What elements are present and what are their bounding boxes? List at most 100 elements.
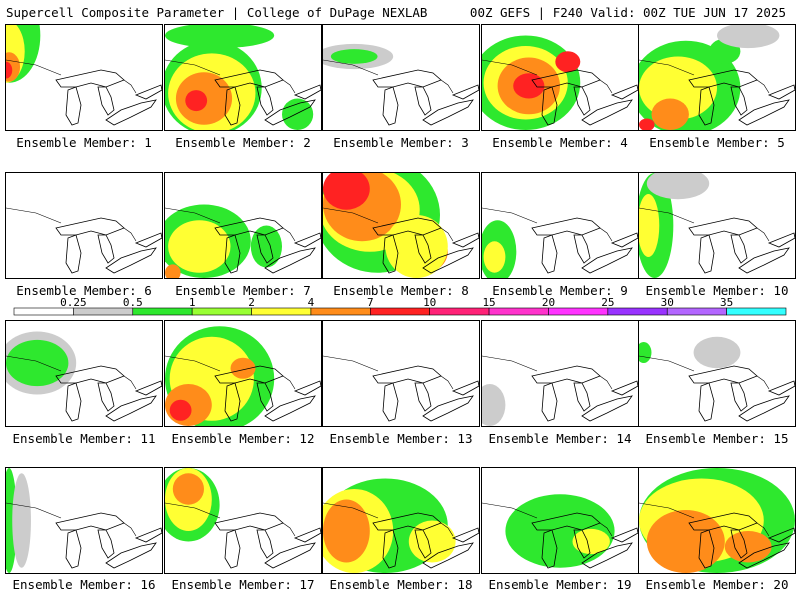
lake-outline <box>688 365 758 384</box>
lake-outline <box>573 234 591 264</box>
ensemble-member-label: Ensemble Member: 3 <box>333 135 469 150</box>
lake-outline <box>738 247 790 274</box>
lake-outline <box>767 84 795 100</box>
colorbar-tick-label: 15 <box>482 296 495 309</box>
lake-outline <box>581 395 633 422</box>
lake-outline <box>414 234 432 264</box>
ensemble-member-label: Ensemble Member: 18 <box>329 577 473 592</box>
scp-contour <box>250 225 282 268</box>
panel-map <box>639 336 795 422</box>
lake-outline <box>55 217 125 236</box>
border-line <box>323 59 454 94</box>
lake-outline <box>134 84 162 100</box>
lake-outline <box>767 527 795 543</box>
panel-map <box>6 468 162 573</box>
lake-outline <box>105 247 157 274</box>
lake-outline <box>256 234 274 264</box>
border-line <box>165 207 296 242</box>
scp-contour <box>408 520 456 563</box>
border-line <box>6 207 137 242</box>
panel-map <box>482 207 638 278</box>
lake-outline <box>531 365 601 384</box>
ensemble-panel <box>481 172 639 279</box>
panel-map <box>6 25 162 126</box>
lake-outline <box>573 86 591 116</box>
lake-outline <box>293 232 321 248</box>
colorbar-swatch <box>548 307 609 316</box>
lake-outline <box>451 232 479 248</box>
lake-outline <box>97 234 115 264</box>
ensemble-member-label: Ensemble Member: 6 <box>16 283 152 298</box>
ensemble-member-label: Ensemble Member: 9 <box>492 283 628 298</box>
lake-outline <box>224 382 241 422</box>
lake-outline <box>422 99 474 126</box>
ensemble-member-label: Ensemble Member: 15 <box>645 431 789 446</box>
ensemble-panel <box>638 467 796 574</box>
lake-outline <box>372 365 442 384</box>
scp-contour <box>165 25 275 49</box>
panel-map <box>482 494 638 569</box>
panel-map <box>165 204 321 278</box>
colorbar-swatch <box>666 307 727 316</box>
scp-contour <box>639 194 660 257</box>
ensemble-panel <box>5 172 163 279</box>
lake-outline <box>414 382 432 412</box>
ensemble-member-label: Ensemble Member: 16 <box>12 577 156 592</box>
border-line <box>323 207 454 242</box>
lake-outline <box>97 382 115 412</box>
colorbar-tick-label: 10 <box>423 296 436 309</box>
scp-contour <box>323 499 370 563</box>
border-line <box>165 502 296 537</box>
lake-outline <box>382 86 399 126</box>
panel-map <box>639 468 795 573</box>
lake-outline <box>610 527 638 543</box>
lake-outline <box>65 382 82 422</box>
panel-map <box>639 173 795 278</box>
ensemble-panel <box>164 320 322 427</box>
scp-contour <box>168 220 231 273</box>
lake-outline <box>730 529 748 559</box>
ensemble-member-label: Ensemble Member: 5 <box>649 135 785 150</box>
colorbar-swatch <box>488 307 549 316</box>
ensemble-panel <box>322 320 480 427</box>
lake-outline <box>214 512 284 531</box>
ensemble-panel <box>5 467 163 574</box>
ensemble-member-label: Ensemble Member: 13 <box>329 431 473 446</box>
border-line <box>323 355 454 390</box>
scp-contour <box>482 384 506 426</box>
ensemble-panel <box>164 467 322 574</box>
panel-map <box>165 25 321 130</box>
lake-outline <box>738 542 790 569</box>
scp-contour <box>646 173 710 200</box>
lake-outline <box>224 529 241 569</box>
ensemble-panel <box>5 320 163 427</box>
border-line <box>639 355 770 390</box>
lake-outline <box>541 86 558 126</box>
panel-map <box>323 478 479 573</box>
scp-contour <box>323 173 370 210</box>
lake-outline <box>422 542 474 569</box>
panel-map <box>6 207 162 274</box>
ensemble-panel <box>481 24 639 131</box>
lake-outline <box>372 69 442 88</box>
ensemble-member-label: Ensemble Member: 10 <box>645 283 789 298</box>
lake-outline <box>698 234 715 274</box>
lake-outline <box>767 232 795 248</box>
colorbar-tick-label: 1 <box>189 296 196 309</box>
border-line <box>6 355 137 390</box>
ensemble-panel <box>164 172 322 279</box>
panel-map <box>482 355 638 426</box>
border-line <box>165 59 296 94</box>
scp-contour <box>483 241 506 273</box>
run-info: 00Z GEFS | F240 Valid: 00Z TUE JUN 17 20… <box>469 5 786 20</box>
ensemble-panel <box>322 24 480 131</box>
ensemble-member-label: Ensemble Member: 1 <box>16 135 152 150</box>
border-line <box>639 502 770 537</box>
lake-outline <box>293 380 321 396</box>
lake-outline <box>730 86 748 116</box>
lake-outline <box>105 395 157 422</box>
scp-contour <box>385 215 448 278</box>
ensemble-member-label: Ensemble Member: 17 <box>171 577 315 592</box>
border-line <box>6 59 137 94</box>
colorbar-swatch <box>132 307 193 316</box>
